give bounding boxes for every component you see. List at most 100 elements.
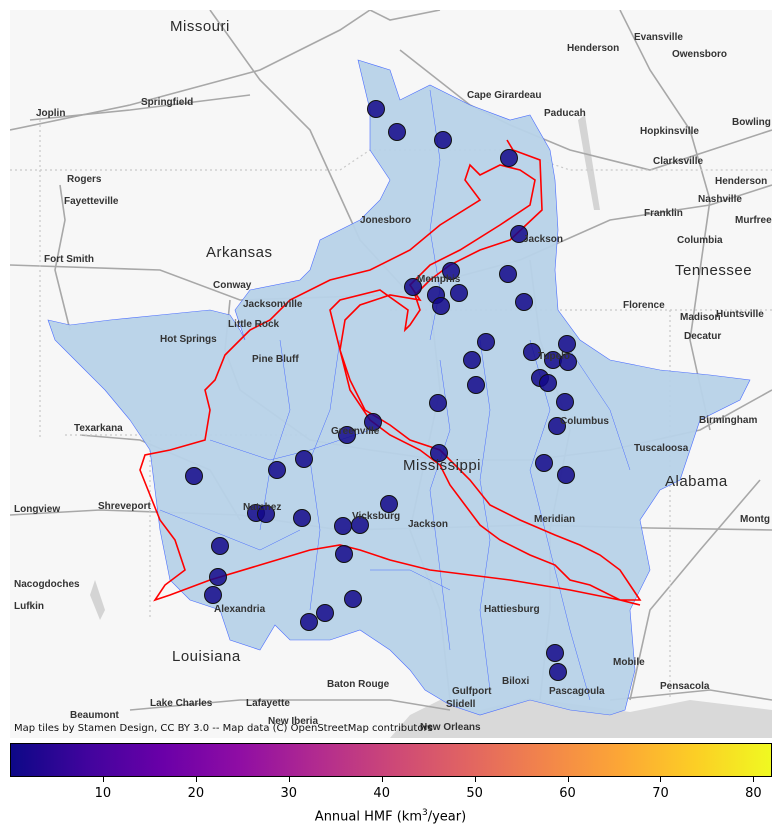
city-label: Biloxi bbox=[502, 676, 530, 687]
gauge-marker[interactable] bbox=[467, 376, 485, 394]
gauge-marker[interactable] bbox=[404, 278, 422, 296]
city-label: Cape Girardeau bbox=[467, 90, 542, 101]
gauge-marker[interactable] bbox=[335, 545, 353, 563]
gauge-marker[interactable] bbox=[557, 466, 575, 484]
gauge-marker[interactable] bbox=[549, 663, 567, 681]
city-label: Hopkinsville bbox=[640, 126, 699, 137]
basin bbox=[47, 59, 751, 716]
gauge-marker[interactable] bbox=[434, 131, 452, 149]
city-label: Birmingham bbox=[699, 415, 758, 426]
gauge-marker[interactable] bbox=[316, 604, 334, 622]
gauge-marker[interactable] bbox=[559, 353, 577, 371]
city-label: Hattiesburg bbox=[484, 604, 540, 615]
city-label: Lufkin bbox=[14, 601, 44, 612]
gauge-marker[interactable] bbox=[209, 568, 227, 586]
city-label: Jacksonville bbox=[243, 299, 303, 310]
map-panel[interactable]: Missouri Arkansas Tennessee Mississippi … bbox=[10, 10, 772, 738]
gauge-marker[interactable] bbox=[463, 351, 481, 369]
gauge-marker[interactable] bbox=[338, 426, 356, 444]
gauge-marker[interactable] bbox=[257, 505, 275, 523]
city-label: Paducah bbox=[544, 108, 586, 119]
colorbar bbox=[10, 743, 772, 777]
city-label: Montg bbox=[740, 514, 770, 525]
gauge-marker[interactable] bbox=[293, 509, 311, 527]
city-label: Shreveport bbox=[98, 501, 151, 512]
city-label: Pine Bluff bbox=[252, 354, 299, 365]
gauge-marker[interactable] bbox=[442, 262, 460, 280]
gauge-marker[interactable] bbox=[388, 123, 406, 141]
city-label: Pensacola bbox=[660, 681, 710, 692]
gauge-marker[interactable] bbox=[268, 461, 286, 479]
city-label: Fayetteville bbox=[64, 196, 119, 207]
gauge-marker[interactable] bbox=[499, 265, 517, 283]
city-label: Franklin bbox=[644, 208, 683, 219]
gulf-water bbox=[390, 698, 772, 738]
gauge-marker[interactable] bbox=[500, 149, 518, 167]
gauge-marker[interactable] bbox=[430, 444, 448, 462]
gauge-marker[interactable] bbox=[432, 297, 450, 315]
colorbar-tick bbox=[567, 777, 569, 782]
colorbar-tick bbox=[288, 777, 290, 782]
city-label: Owensboro bbox=[672, 49, 728, 60]
city-label: Slidell bbox=[446, 699, 476, 710]
gauge-marker[interactable] bbox=[334, 517, 352, 535]
gauge-marker[interactable] bbox=[185, 467, 203, 485]
city-label: Fort Smith bbox=[44, 254, 94, 265]
gauge-marker[interactable] bbox=[535, 454, 553, 472]
city-label: Henderson bbox=[567, 43, 620, 54]
state-label-tennessee: Tennessee bbox=[675, 262, 753, 279]
city-label: Joplin bbox=[36, 108, 66, 119]
gauge-marker[interactable] bbox=[546, 644, 564, 662]
city-label: Lake Charles bbox=[150, 698, 213, 709]
city-label: Meridian bbox=[534, 514, 576, 525]
state-label-louisiana: Louisiana bbox=[172, 648, 241, 665]
colorbar-tick-label: 40 bbox=[373, 786, 390, 801]
city-label: New Orleans bbox=[420, 722, 481, 733]
gauge-marker[interactable] bbox=[204, 586, 222, 604]
gauge-marker[interactable] bbox=[539, 374, 557, 392]
gauge-marker[interactable] bbox=[344, 590, 362, 608]
gauge-marker[interactable] bbox=[477, 333, 495, 351]
markers-group bbox=[185, 100, 577, 681]
gauge-marker[interactable] bbox=[556, 393, 574, 411]
gauge-marker[interactable] bbox=[380, 495, 398, 513]
city-label: Bowling bbox=[732, 117, 771, 128]
city-label: Nacogdoches bbox=[14, 579, 80, 590]
city-label: Beaumont bbox=[70, 710, 119, 721]
city-label: Conway bbox=[213, 280, 252, 291]
gauge-marker[interactable] bbox=[523, 343, 541, 361]
city-label: Natchez bbox=[243, 502, 282, 513]
gauge-marker[interactable] bbox=[548, 417, 566, 435]
city-label: Vicksburg bbox=[352, 511, 401, 522]
city-label: Tupelo bbox=[538, 351, 571, 362]
city-label: Nashville bbox=[698, 194, 742, 205]
city-label: Lafayette bbox=[246, 698, 290, 709]
city-label: Jonesboro bbox=[360, 215, 412, 226]
colorbar-label: Annual HMF (km3/year) bbox=[0, 808, 781, 824]
gauge-marker[interactable] bbox=[300, 613, 318, 631]
gauge-marker[interactable] bbox=[429, 394, 447, 412]
city-label: Huntsville bbox=[716, 309, 764, 320]
gauge-marker[interactable] bbox=[515, 293, 533, 311]
city-label: Hot Springs bbox=[160, 334, 217, 345]
city-label: Tuscaloosa bbox=[634, 443, 689, 454]
gauge-marker[interactable] bbox=[450, 284, 468, 302]
colorbar-tick bbox=[195, 777, 197, 782]
colorbar-tick-label: 70 bbox=[652, 786, 669, 801]
city-label: Memphis bbox=[417, 274, 461, 285]
gauge-marker[interactable] bbox=[211, 537, 229, 555]
colorbar-label-sup: 3 bbox=[421, 808, 428, 818]
colorbar-tick-label: 20 bbox=[187, 786, 205, 801]
gauge-marker[interactable] bbox=[364, 413, 382, 431]
city-label: Texarkana bbox=[74, 423, 123, 434]
colorbar-label-suffix: /year) bbox=[427, 809, 467, 825]
colorbar-tick bbox=[474, 777, 476, 782]
colorbar-tick bbox=[381, 777, 383, 782]
city-label: Murfree bbox=[735, 215, 772, 226]
city-label: Gulfport bbox=[452, 686, 492, 697]
gauge-marker[interactable] bbox=[295, 450, 313, 468]
gauge-marker[interactable] bbox=[367, 100, 385, 118]
city-label: Pascagoula bbox=[549, 686, 605, 697]
gauge-marker[interactable] bbox=[510, 225, 528, 243]
gauge-marker[interactable] bbox=[558, 335, 576, 353]
